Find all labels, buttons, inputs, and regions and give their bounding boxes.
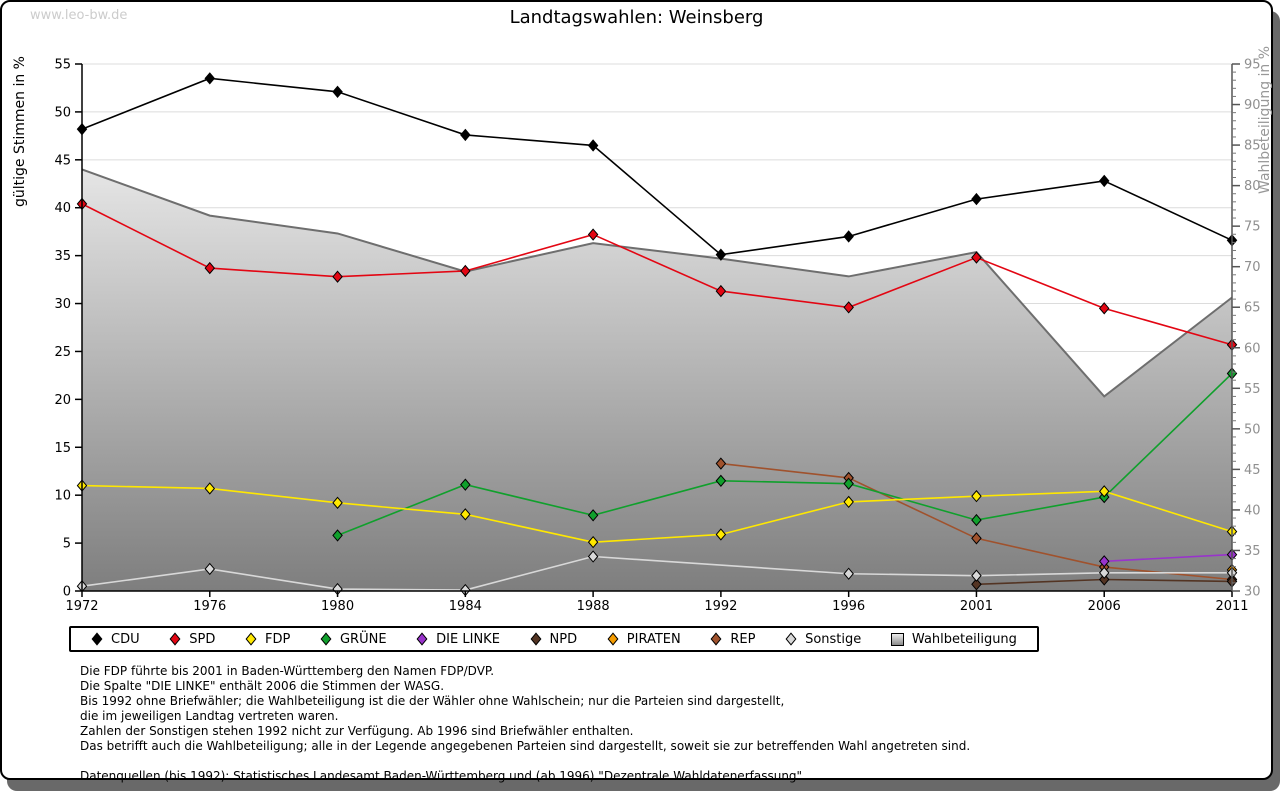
left-axis-title: gültige Stimmen in % <box>12 56 28 207</box>
svg-text:30: 30 <box>1244 585 1261 600</box>
fdp-marker-icon <box>245 632 257 646</box>
piraten-marker-icon <box>607 632 619 646</box>
legend-label: SPD <box>189 631 216 647</box>
sonstige-marker-icon <box>785 632 797 646</box>
series-FDP <box>76 479 1238 549</box>
footnote-line: Bis 1992 ohne Briefwähler; die Wahlbetei… <box>80 694 785 708</box>
svg-text:2006: 2006 <box>1088 599 1121 614</box>
legend-label: DIE LINKE <box>436 631 500 647</box>
chart-legend: CDU SPD FDP GRÜNE DIE LINKE NPD PIRATEN REP Sons… <box>69 626 1039 652</box>
footnote-line: Das betrifft auch die Wahlbeteiligung; a… <box>80 739 971 753</box>
legend-label: PIRATEN <box>626 631 681 647</box>
legend-item-die-linke: DIE LINKE <box>416 632 500 647</box>
svg-text:85: 85 <box>1244 139 1261 154</box>
page-title: Landtagswahlen: Weinsberg <box>509 7 764 28</box>
footnote-line: Datenquellen (bis 1992): Statistisches L… <box>80 769 806 783</box>
footnote-line <box>80 754 970 769</box>
turnout-swatch-icon <box>890 632 904 646</box>
svg-text:1980: 1980 <box>321 599 354 614</box>
svg-text:45: 45 <box>54 153 71 168</box>
election-line-chart: 0 5 10 15 20 25 30 35 40 45 50 55 gültige Stimmen in… <box>12 46 1273 614</box>
turnout-line <box>81 168 1233 398</box>
svg-text:2011: 2011 <box>1215 599 1248 614</box>
cdu-marker-icon <box>91 632 103 646</box>
svg-text:35: 35 <box>54 249 71 264</box>
svg-text:5: 5 <box>63 537 71 552</box>
legend-item-spd: SPD <box>169 632 215 647</box>
svg-text:55: 55 <box>1244 382 1261 397</box>
legend-item-rep: REP <box>710 632 755 647</box>
svg-text:50: 50 <box>54 105 71 120</box>
footnote-line: die im jeweiligen Landtag vertreten ware… <box>80 709 339 723</box>
svg-text:95: 95 <box>1244 58 1261 73</box>
svg-text:2001: 2001 <box>960 599 993 614</box>
svg-text:1984: 1984 <box>449 599 482 614</box>
legend-item-grüne: GRÜNE <box>320 632 387 647</box>
svg-text:1992: 1992 <box>704 599 737 614</box>
legend-item-cdu: CDU <box>91 632 140 647</box>
legend-label: CDU <box>111 631 140 647</box>
legend-label: NPD <box>549 631 578 647</box>
svg-text:90: 90 <box>1244 98 1261 113</box>
svg-text:45: 45 <box>1244 463 1261 478</box>
svg-text:20: 20 <box>54 393 71 408</box>
legend-label: REP <box>730 631 756 647</box>
svg-text:30: 30 <box>54 297 71 312</box>
svg-text:55: 55 <box>54 58 71 73</box>
die-linke-marker-icon <box>416 632 428 646</box>
footnote-line: Zahlen der Sonstigen stehen 1992 nicht z… <box>80 724 634 738</box>
footnote-line: Die FDP führte bis 2001 in Baden-Württem… <box>80 664 495 678</box>
x-axis: 1972 1976 1980 1984 1988 1992 1996 2001 2006 2011 <box>65 590 1249 614</box>
legend-label: Sonstige <box>805 631 862 647</box>
legend-item-fdp: FDP <box>245 632 290 647</box>
footnote-line: Die Spalte "DIE LINKE" enthält 2006 die … <box>80 679 445 693</box>
legend-item-sonstige: Sonstige <box>785 632 861 647</box>
svg-text:40: 40 <box>54 201 71 216</box>
legend-item-wahlbeteiligung: Wahlbeteiligung <box>890 631 1017 647</box>
svg-text:1988: 1988 <box>577 599 610 614</box>
svg-text:1972: 1972 <box>65 599 98 614</box>
right-axis-title: Wahlbeteiligung in % <box>1257 46 1273 194</box>
leo-bw-watermark: www.leo-bw.de <box>30 8 128 23</box>
rep-marker-icon <box>710 632 722 646</box>
svg-text:40: 40 <box>1244 503 1261 518</box>
svg-text:60: 60 <box>1244 341 1261 356</box>
svg-text:65: 65 <box>1244 301 1261 316</box>
svg-text:75: 75 <box>1244 220 1261 235</box>
svg-text:70: 70 <box>1244 260 1261 275</box>
legend-item-npd: NPD <box>530 631 578 647</box>
right-axis: 30 35 40 45 50 55 60 65 70 75 80 85 90 95Wahlbeteilig… <box>1231 46 1273 600</box>
svg-text:50: 50 <box>1244 422 1261 437</box>
legend-label: Wahlbeteiligung <box>911 631 1017 647</box>
series-NPD <box>971 573 1238 591</box>
svg-text:10: 10 <box>54 489 71 504</box>
turnout-area <box>82 169 1232 591</box>
grüne-marker-icon <box>320 632 332 646</box>
svg-text:1976: 1976 <box>193 599 226 614</box>
legend-label: FDP <box>265 631 291 647</box>
svg-text:15: 15 <box>54 441 71 456</box>
legend-item-piraten: PIRATEN <box>607 632 681 647</box>
svg-text:0: 0 <box>63 585 71 600</box>
svg-text:80: 80 <box>1244 179 1261 194</box>
spd-marker-icon <box>169 632 181 646</box>
legend-label: GRÜNE <box>339 631 387 647</box>
chart-footnotes: Die FDP führte bis 2001 in Baden-Württem… <box>80 664 970 784</box>
svg-text:35: 35 <box>1244 544 1261 559</box>
svg-text:1996: 1996 <box>832 599 865 614</box>
svg-text:25: 25 <box>54 345 71 360</box>
npd-marker-icon <box>530 632 541 646</box>
left-axis: 0 5 10 15 20 25 30 35 40 45 50 55 gültige Stimmen in… <box>12 56 83 600</box>
